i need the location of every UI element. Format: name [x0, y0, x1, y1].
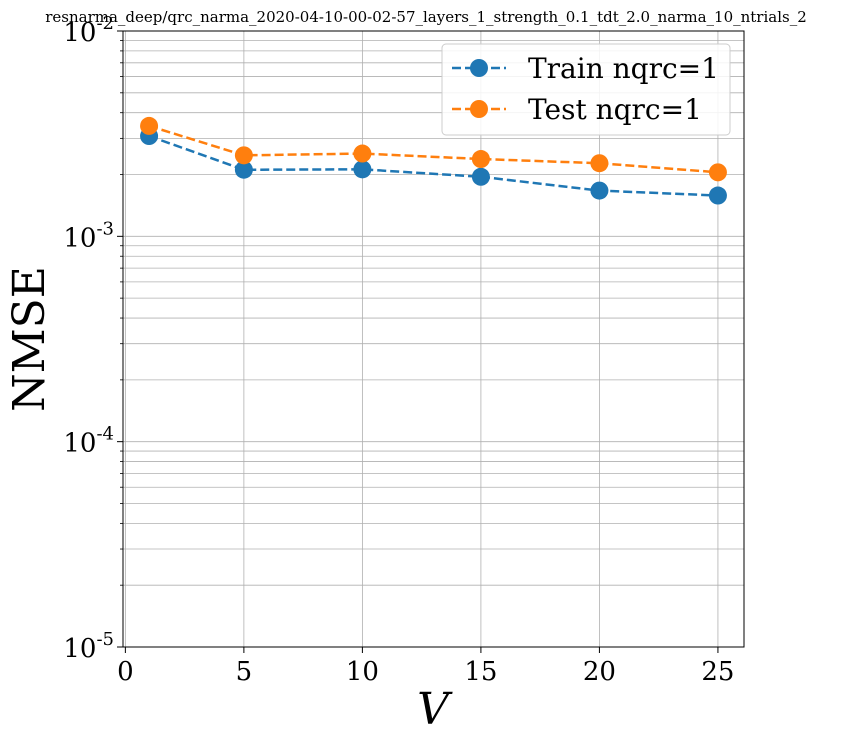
- data-point: [590, 181, 609, 200]
- data-point: [234, 146, 253, 165]
- data-point: [140, 116, 159, 135]
- series-layer: [140, 116, 727, 205]
- data-point: [471, 150, 490, 169]
- series-line: [148, 134, 718, 197]
- x-tick-label: 5: [236, 657, 253, 687]
- legend-marker: [470, 100, 488, 118]
- data-point: [590, 154, 609, 173]
- x-tick-label: 25: [701, 657, 734, 687]
- legend-label: Train nqrc=1: [528, 52, 719, 85]
- series-0: [140, 127, 727, 205]
- legend-marker: [470, 59, 488, 77]
- y-tick-label: 10-4: [63, 424, 114, 459]
- x-tick-label: 20: [583, 657, 616, 687]
- chart-title: resnarma_deep/qrc_narma_2020-04-10-00-02…: [45, 8, 807, 26]
- data-point: [234, 160, 253, 179]
- x-tick-label: 15: [464, 657, 497, 687]
- data-point: [353, 144, 372, 163]
- series-line: [148, 124, 719, 174]
- x-tick-label: 0: [117, 657, 134, 687]
- y-axis-label: NMSE: [4, 266, 55, 412]
- y-tick-label: 10-5: [63, 629, 114, 664]
- data-point: [708, 186, 727, 205]
- legend-item: Test nqrc=1: [452, 93, 702, 126]
- x-tick-label: 10: [346, 657, 379, 687]
- data-point: [471, 167, 490, 186]
- y-tick-label: 10-3: [63, 218, 114, 253]
- legend-label: Test nqrc=1: [528, 93, 702, 126]
- legend-box: [441, 43, 731, 136]
- data-point: [353, 160, 372, 179]
- legend: Train nqrc=1 Test nqrc=1: [441, 43, 731, 136]
- x-axis-ticks: 0 5 10 15 20 25: [117, 647, 734, 687]
- legend-item: Train nqrc=1: [452, 52, 719, 85]
- y-axis-ticks: 10-5 10-4 10-3 10-2: [63, 13, 123, 664]
- plot-frame: [122, 30, 745, 648]
- data-point: [708, 163, 727, 182]
- series-1: [140, 116, 727, 182]
- x-axis-label: V: [417, 684, 453, 735]
- y-tick-label: 10-2: [63, 13, 114, 48]
